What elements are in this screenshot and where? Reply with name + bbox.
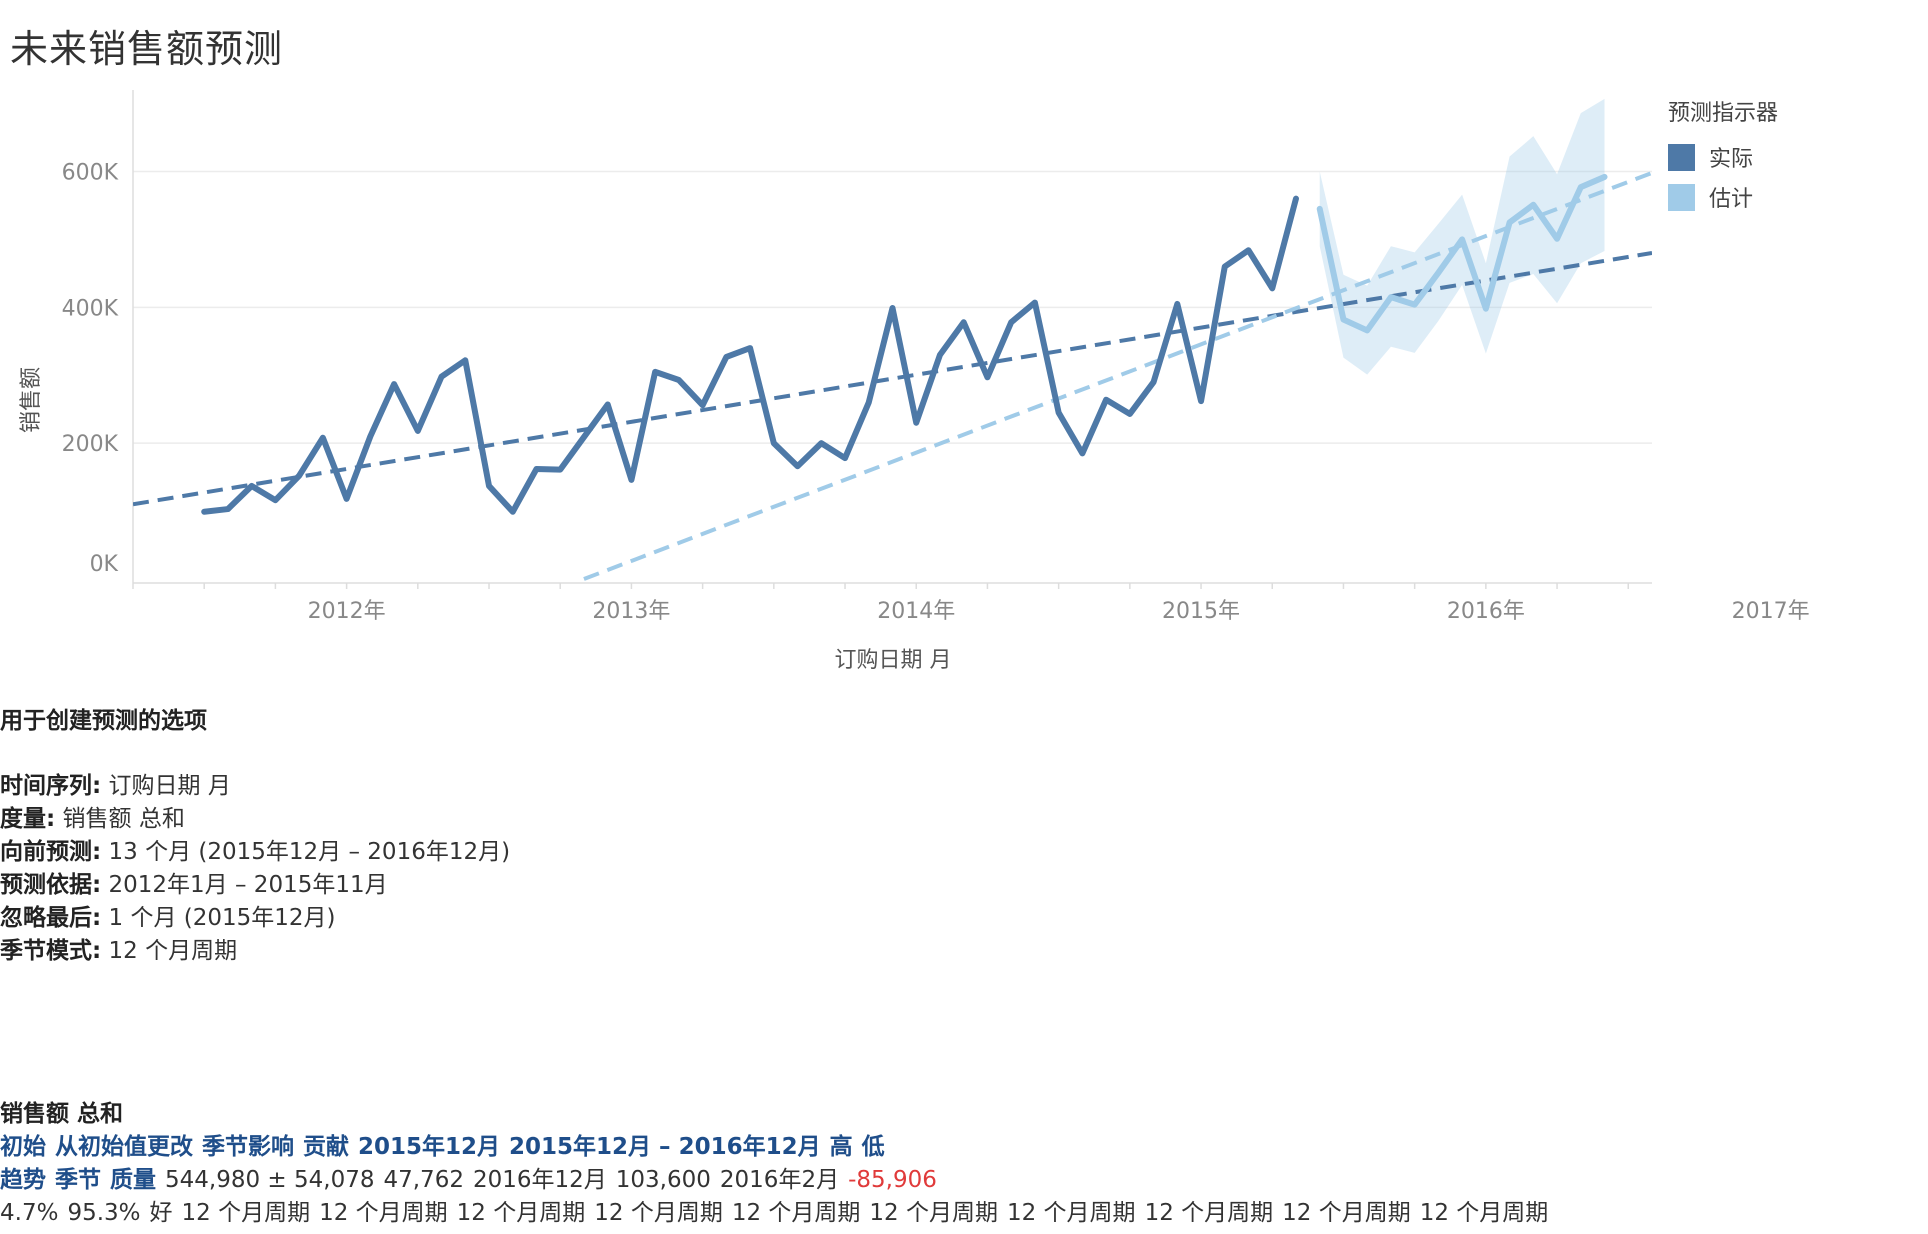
x-tick-label: 2012年	[308, 599, 386, 624]
summary-header-cell[interactable]: 从初始值更改	[55, 1134, 193, 1160]
x-tick-label: 2013年	[592, 599, 670, 624]
option-row: 时间序列: 订购日期 月	[0, 770, 510, 803]
options-list: 时间序列: 订购日期 月 度量: 销售额 总和 向前预测: 13 个月 (201…	[0, 770, 510, 968]
summary-cell: 544,980 ± 54,078	[165, 1167, 375, 1193]
option-label: 忽略最后:	[0, 905, 102, 931]
y-tick-label: 600K	[62, 161, 119, 186]
y-axis-ticks: 0K 200K 400K 600K	[62, 161, 119, 578]
legend-label-actual: 实际	[1709, 147, 1754, 172]
summary-cell-negative: -85,906	[848, 1167, 937, 1193]
summary-cell: 12 个月周期	[1006, 1200, 1136, 1226]
option-value: 13 个月 (2015年12月 – 2016年12月)	[108, 839, 511, 865]
option-row: 向前预测: 13 个月 (2015年12月 – 2016年12月)	[0, 836, 510, 869]
summary-row-1: 趋势 季节 质量 544,980 ± 54,078 47,762 2016年12月 103,…	[0, 1164, 1548, 1197]
summary-cell: 2016年2月	[719, 1167, 840, 1193]
option-row: 预测依据: 2012年1月 – 2015年11月	[0, 869, 510, 902]
summary-row-label[interactable]: 趋势	[0, 1167, 46, 1193]
summary-header-cell[interactable]: 2015年12月 – 2016年12月	[509, 1134, 821, 1160]
option-label: 向前预测:	[0, 839, 102, 865]
summary-cell: 好	[149, 1200, 173, 1226]
option-label: 季节模式:	[0, 938, 102, 964]
option-label: 度量:	[0, 806, 56, 832]
summary-cell: 12 个月周期	[1419, 1200, 1549, 1226]
summary-cell: 12 个月周期	[869, 1200, 998, 1226]
legend-swatch-estimate	[1668, 183, 1695, 211]
x-tick-label: 2014年	[877, 599, 955, 624]
summary-cell: 12 个月周期	[731, 1200, 861, 1226]
summary-header-cell[interactable]: 初始	[0, 1134, 46, 1160]
forecast-line-chart: 0K 200K 400K 600K 2012年 2013年 2014年 2015年 2016年…	[19, 90, 1810, 673]
series-lines	[201, 173, 1608, 515]
series-line-estimate	[1316, 173, 1608, 334]
x-axis-title: 订购日期 月	[835, 648, 952, 673]
legend-swatch-actual	[1668, 143, 1695, 171]
summary-header-cell[interactable]: 季节影响	[202, 1134, 294, 1160]
trend-line-estimate	[583, 170, 1652, 581]
summary-cell: 95.3%	[67, 1200, 141, 1226]
summary-cell: 12 个月周期	[1282, 1200, 1411, 1226]
options-heading: 用于创建预测的选项	[0, 708, 207, 734]
summary-row-2: 4.7% 95.3% 好 12 个月周期 12 个月周期 12 个月周期 12 个月周期 12…	[0, 1197, 1548, 1230]
legend-label-estimate: 估计	[1709, 187, 1754, 212]
legend: 预测指示器 实际 估计	[1668, 95, 1778, 217]
summary-cell: 12 个月周期	[319, 1200, 448, 1226]
x-tick-label: 2016年	[1447, 599, 1525, 624]
legend-title: 预测指示器	[1668, 101, 1779, 126]
y-axis-title: 销售额	[19, 367, 44, 433]
x-axis: 2012年 2013年 2014年 2015年 2016年 2017年	[132, 90, 1810, 624]
summary-cell: 4.7%	[0, 1200, 59, 1226]
legend-item-estimate[interactable]: 估计	[1668, 177, 1778, 217]
option-row: 忽略最后: 1 个月 (2015年12月)	[0, 902, 510, 935]
option-value: 订购日期 月	[108, 773, 231, 799]
option-row: 度量: 销售额 总和	[0, 803, 510, 836]
option-value: 销售额 总和	[62, 806, 185, 832]
series-line-actual	[201, 195, 1299, 515]
summary-row-label[interactable]: 季节	[55, 1167, 101, 1193]
summary-cell: 103,600	[615, 1167, 711, 1193]
summary-heading: 销售额 总和	[0, 1101, 124, 1127]
option-value: 2012年1月 – 2015年11月	[108, 872, 388, 898]
summary-cell: 12 个月周期	[594, 1200, 723, 1226]
summary-cell: 12 个月周期	[1144, 1200, 1274, 1226]
summary-cell: 12 个月周期	[456, 1200, 586, 1226]
x-tick-label: 2015年	[1162, 599, 1240, 624]
option-label: 时间序列:	[0, 773, 102, 799]
summary-cell: 2016年12月	[472, 1167, 607, 1193]
option-row: 季节模式: 12 个月周期	[0, 935, 510, 968]
option-label: 预测依据:	[0, 872, 102, 898]
page-title: 未来销售额预测	[10, 27, 284, 71]
summary-header-row: 初始 从初始值更改 季节影响 贡献 2015年12月 2015年12月 – 2016年12…	[0, 1131, 1548, 1164]
y-tick-label: 0K	[90, 552, 119, 577]
legend-item-actual[interactable]: 实际	[1668, 137, 1778, 177]
summary-header-cell[interactable]: 2015年12月	[358, 1134, 501, 1160]
summary-row-label[interactable]: 质量	[110, 1167, 156, 1193]
summary-header-cell[interactable]: 高	[829, 1134, 853, 1160]
summary-cell: 47,762	[383, 1167, 464, 1193]
trend-line-actual	[133, 251, 1652, 507]
summary-cell: 12 个月周期	[181, 1200, 311, 1226]
option-value: 1 个月 (2015年12月)	[108, 905, 336, 931]
summary-header-cell[interactable]: 贡献	[303, 1134, 349, 1160]
summary-header-cell[interactable]: 低	[861, 1134, 885, 1160]
y-tick-label: 200K	[62, 432, 119, 457]
summary-table: 销售额 总和 初始 从初始值更改 季节影响 贡献 2015年12月 2015年12月 – …	[0, 1098, 1548, 1230]
x-tick-label: 2017年	[1732, 599, 1810, 624]
y-tick-label: 400K	[62, 296, 119, 321]
trend-lines	[133, 170, 1652, 581]
option-value: 12 个月周期	[108, 938, 238, 964]
